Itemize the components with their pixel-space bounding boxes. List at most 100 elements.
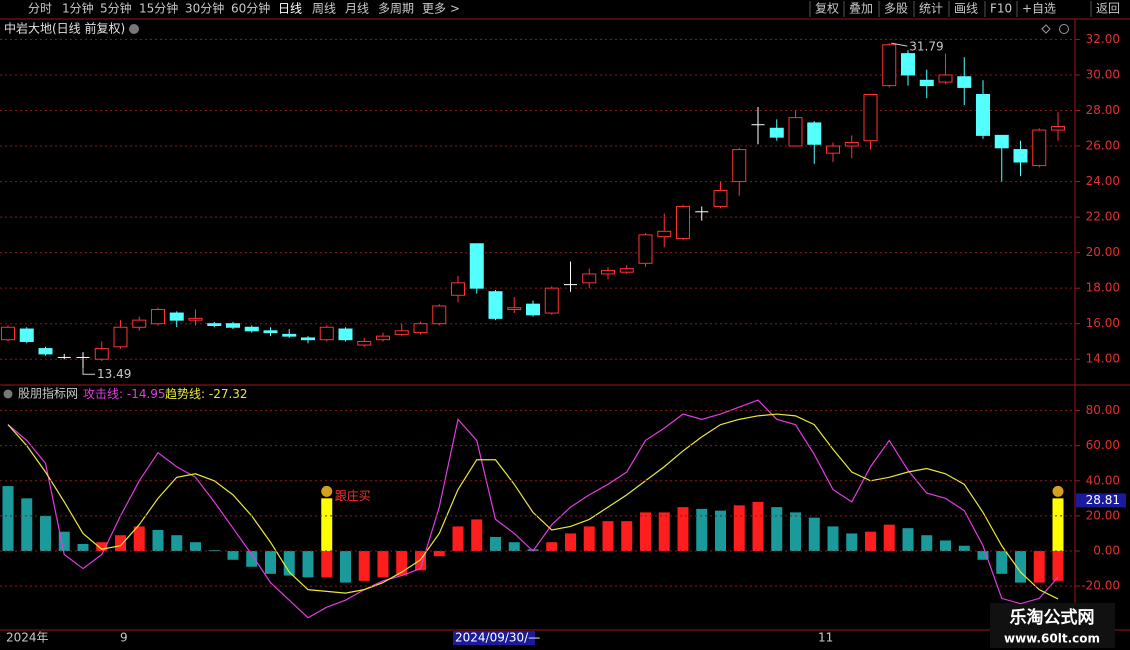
histogram-bar [21,498,33,552]
menu-item[interactable]: 1分钟 [62,1,94,16]
menu-item[interactable]: 30分钟 [185,1,224,16]
candle-body [994,134,1009,149]
y-tick-label: 40.00 [1086,473,1120,487]
menu-item[interactable]: 多周期 [378,2,414,16]
menu-item[interactable]: 月线 [345,2,369,16]
histogram-bar [283,551,295,576]
candle-body [788,117,803,147]
date-label: 9 [120,631,128,645]
histogram-bar [640,512,651,552]
candle-body [244,326,259,332]
y-tick-label: 24.00 [1086,174,1120,188]
candle-body [263,330,278,334]
candle-body [338,328,353,341]
chart-title: 中岩大地(日线 前复权) [4,21,125,36]
candle-body [919,79,934,87]
histogram-bar [902,528,914,552]
histogram-bar [40,515,51,552]
candle-body [226,323,240,328]
candle-body [1032,129,1047,167]
candle-body [1051,125,1065,131]
menu-item[interactable]: 统计 [919,2,943,16]
y-tick-label: 20.00 [1086,508,1120,522]
menu-item[interactable]: 多股 [884,2,908,16]
menu-item[interactable]: 15分钟 [139,1,178,16]
menu-item[interactable]: 更多 > [422,2,460,16]
signal-icon [1052,485,1064,497]
menu-item[interactable]: 返回 [1096,2,1120,16]
dropdown-icon[interactable] [3,389,13,399]
histogram-bar [396,551,408,576]
candle-body [844,141,859,147]
histogram-bar [546,542,558,552]
indicator-plot [2,399,1064,619]
attack-label: 攻击线: -14.95 [83,387,166,401]
histogram-bar [921,535,933,552]
histogram-bar [771,507,783,552]
trend-value: -27.32 [209,387,248,401]
y-tick-label: 80.00 [1086,403,1120,417]
menu-item[interactable]: F10 [990,2,1012,16]
histogram-bar [471,519,483,552]
histogram-bar [227,551,239,560]
candle-body [526,303,540,316]
candle-body [394,330,409,335]
histogram-bar [321,551,333,578]
dropdown-icon[interactable] [129,24,139,34]
histogram-bar [58,531,70,552]
watermark-bg [990,603,1115,648]
candle-body [188,317,203,321]
candle-body [94,348,109,360]
histogram-bar [340,551,351,583]
histogram-bar [77,543,89,552]
candle-body [676,205,690,239]
menu-item[interactable]: 日线 [278,2,302,16]
histogram-bar [208,550,220,552]
histogram-bar [1033,551,1045,583]
menu-item[interactable]: 分时 [28,2,52,16]
candle-body [376,335,390,341]
menu-item[interactable]: 画线 [954,2,978,16]
candle-body [713,189,728,207]
low-annotation: 13.49 [97,367,131,381]
candle-body [582,273,597,284]
candle-body [957,76,972,88]
cursor-value: 28.81 [1086,493,1120,507]
menu-item[interactable]: 复权 [815,2,839,16]
icon[interactable] [1041,24,1051,34]
histogram-bar [621,521,633,552]
menu-item[interactable]: +自选 [1022,2,1056,16]
histogram-bar [996,551,1008,574]
candle-body [732,149,747,183]
candle-body [132,319,147,328]
signal-text: 跟庄买 [335,488,371,503]
y-tick-label: 0.00 [1093,544,1120,558]
watermark-title: 乐淘公式网 [1010,607,1095,628]
candle-body [882,44,897,87]
histogram-bar [246,551,258,567]
histogram-bar [1015,551,1026,583]
histogram-bar [302,551,314,578]
histogram-bar [490,536,501,552]
y-tick-label: 32.00 [1086,32,1120,46]
annotation-arrow [891,42,908,47]
histogram-bar [846,533,858,552]
menu-item[interactable]: 周线 [312,2,336,16]
menu-item[interactable]: 叠加 [849,2,873,16]
candle-body [1,326,15,341]
y-tick-label: -20.00 [1081,579,1120,593]
menu-item[interactable]: 60分钟 [231,1,270,16]
candle-body [826,145,840,154]
histogram-bar [452,526,464,552]
candle-body [601,269,615,275]
histogram-bar [377,551,389,578]
menu-item[interactable]: 5分钟 [100,1,132,16]
y-tick-label: 26.00 [1086,139,1120,153]
histogram-bar [96,542,108,552]
icon[interactable] [1059,24,1069,34]
y-tick-label: 16.00 [1086,316,1120,330]
candle-body [488,291,503,319]
histogram-bar [152,529,164,552]
